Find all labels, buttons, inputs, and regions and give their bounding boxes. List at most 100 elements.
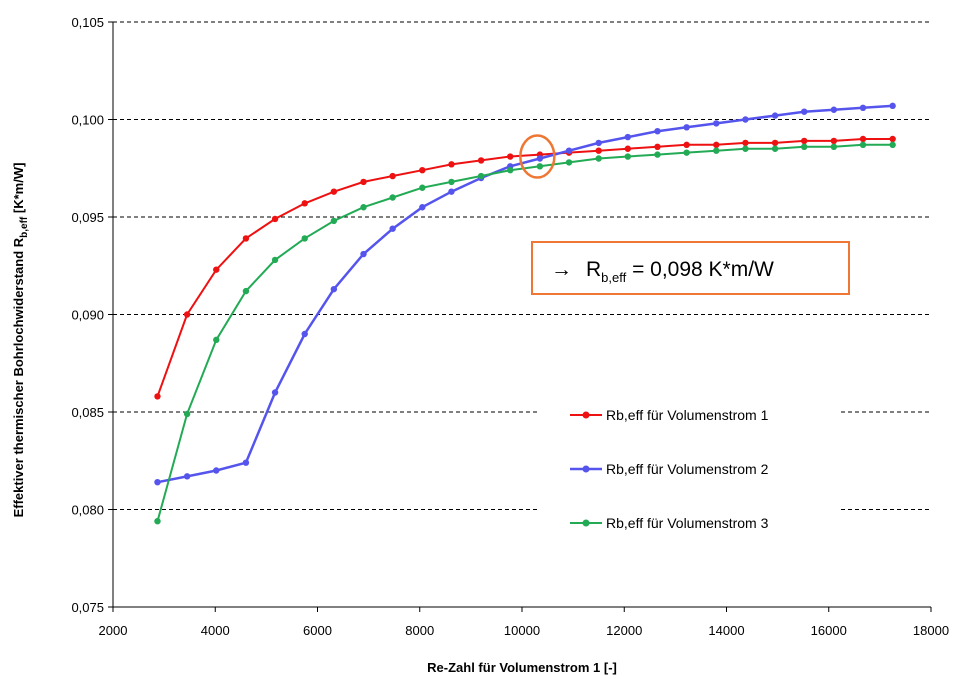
series-1-point (419, 167, 426, 174)
series-1-point (507, 153, 514, 160)
series-1-point (301, 200, 308, 207)
x-tick-label-1: 4000 (201, 623, 230, 638)
legend-label-1: Rb,eff für Volumenstrom 1 (606, 407, 769, 423)
series-3-point (271, 256, 279, 264)
x-tick-label-8: 18000 (913, 623, 949, 638)
series-1-point (624, 145, 632, 152)
series-3-point (683, 149, 690, 156)
series-3-point (213, 336, 220, 344)
series-2-point (859, 104, 867, 112)
series-3-point (419, 184, 426, 191)
y-tick-label-4: 0,095 (71, 210, 104, 225)
annotation-value: = 0,098 K*m/W (626, 258, 774, 281)
series-1-point (859, 135, 867, 143)
series-1-point (713, 141, 720, 149)
x-tick-label-5: 12000 (606, 623, 642, 638)
y-axis-title-main: Effektiver thermischer Bohrlochwiderstan… (11, 237, 26, 517)
series-2-point (448, 188, 455, 195)
series-2-point (242, 459, 250, 466)
series-3-point (713, 147, 720, 154)
annotation-symbol: R (586, 258, 601, 281)
series-1-point (801, 137, 808, 145)
series-3-point (859, 141, 867, 149)
annotation-border (531, 241, 850, 295)
x-axis-title: Re-Zahl für Volumenstrom 1 [-] (427, 660, 617, 675)
series-2-point (683, 124, 690, 131)
y-tick-label-3: 0,090 (71, 308, 104, 323)
series-2-point (360, 250, 367, 258)
series-3-point (801, 143, 808, 150)
y-tick-label-1: 0,080 (71, 503, 104, 518)
x-tick-label-4: 10000 (504, 623, 540, 638)
y-axis-title: Effektiver thermischer Bohrlochwiderstan… (11, 163, 30, 518)
series-3-point (448, 178, 455, 186)
series-1-line (156, 138, 893, 397)
x-tick-label-2: 6000 (303, 623, 332, 638)
series-3-line (156, 143, 893, 522)
y-tick-label-0: 0,075 (71, 600, 104, 615)
series-1-point (154, 393, 161, 400)
y-tick-label-5: 0,100 (71, 113, 104, 128)
series-2-point (330, 285, 338, 293)
x-tick-label-3: 8000 (405, 623, 434, 638)
x-axis-ticks: 2000 4000 6000 8000 10000 12000 14000 16000 1800… (99, 607, 949, 638)
y-axis-title-unit: [K*m/W] (11, 163, 26, 217)
series-2-point (654, 128, 661, 135)
series-2-point (742, 116, 749, 123)
series-group (154, 102, 896, 525)
series-1-point (771, 139, 779, 147)
series-3-point (654, 151, 661, 158)
series-3-point (565, 159, 573, 166)
series-2-point (419, 204, 426, 211)
series-1-point (477, 157, 485, 164)
x-tick-label-6: 14000 (708, 623, 744, 638)
series-2-point (595, 139, 602, 147)
series-2-point (271, 389, 279, 396)
series-3-point (154, 518, 161, 525)
series-1-point (360, 178, 367, 186)
series-2-point (830, 106, 838, 113)
series-1-point (448, 161, 455, 168)
legend-label-3: Rb,eff für Volumenstrom 3 (606, 515, 769, 531)
series-1-point (183, 311, 191, 318)
series-1-point (830, 137, 838, 145)
series-2-point (771, 112, 779, 119)
series-1 (154, 135, 896, 400)
series-3-point (183, 410, 191, 418)
series-2-point (801, 108, 808, 115)
legend-marker-2 (582, 465, 590, 473)
series-1-point (271, 215, 279, 223)
series-1-point (330, 188, 338, 195)
y-tick-label-2: 0,085 (71, 405, 104, 420)
series-3-point (742, 145, 749, 152)
series-1-point (742, 139, 749, 147)
series-3-point (389, 194, 396, 201)
series-1-point (213, 266, 220, 273)
series-2-point (213, 467, 220, 474)
series-2-line (157, 104, 893, 484)
series-2-point (624, 133, 632, 141)
legend-marker-1 (582, 411, 590, 419)
legend: Rb,eff für Volumenstrom 1 Rb,eff für Volu… (540, 402, 840, 548)
series-2-point (154, 479, 161, 486)
intersection-marker (519, 134, 556, 179)
series-2-point (565, 147, 573, 154)
series-3-point (301, 235, 308, 242)
series-3-point (330, 217, 338, 225)
series-3-point (771, 145, 779, 152)
series-1-point (595, 147, 602, 154)
annotation-arrow: → (551, 258, 572, 281)
y-tick-label-6: 0,105 (71, 15, 104, 30)
series-1-point (683, 141, 690, 149)
x-tick-label-0: 2000 (99, 623, 128, 638)
legend-marker-3 (582, 519, 590, 527)
series-1-point (242, 235, 250, 242)
series-2-point (713, 120, 720, 127)
series-3-point (242, 287, 250, 295)
series-2 (154, 102, 896, 486)
series-3-point (889, 141, 896, 149)
series-2-point (536, 155, 544, 162)
annotation-subscript: b,eff (601, 270, 626, 285)
series-3-point (477, 172, 485, 180)
